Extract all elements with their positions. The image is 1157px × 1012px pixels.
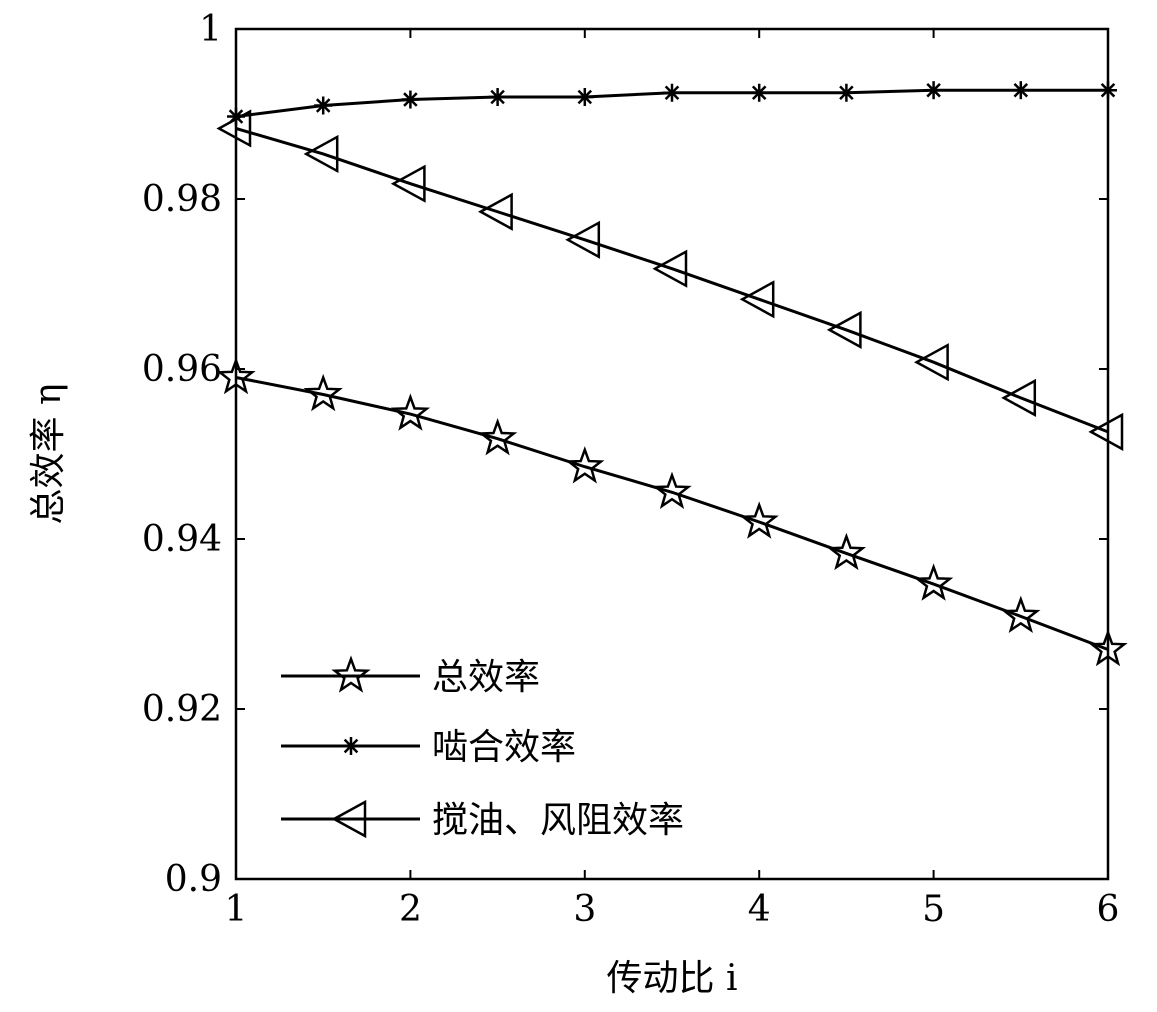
x-tick-label: 2 xyxy=(399,889,422,930)
y-tick-label: 0.94 xyxy=(142,519,222,560)
ticks-group: 1 2 3 4 5 6 0.9 0.92 0.94 0.96 0.98 1 xyxy=(142,9,1120,930)
legend-marker-asterisk xyxy=(342,737,360,755)
data-point-star xyxy=(652,471,692,509)
series-lines-group xyxy=(235,88,1109,651)
legend-marker-triangle-left xyxy=(331,799,367,839)
data-point-triangle-left xyxy=(478,192,513,231)
data-point-asterisk xyxy=(401,90,420,109)
data-point-asterisk xyxy=(488,88,507,106)
asterisk-stroke xyxy=(577,89,593,105)
y-tick-label: 0.92 xyxy=(142,689,222,730)
data-point-triangle-left xyxy=(1088,412,1124,452)
series-line-triangle-left xyxy=(235,127,1109,434)
data-point-asterisk xyxy=(575,88,594,106)
data-point-triangle-left xyxy=(216,109,252,148)
asterisk-stroke xyxy=(403,92,418,107)
legend-label: 啮合效率 xyxy=(432,727,576,768)
plot-frame xyxy=(234,27,1110,881)
x-tick-label: 5 xyxy=(922,889,945,930)
data-point-triangle-left xyxy=(914,343,949,382)
x-tick-label: 3 xyxy=(573,889,596,930)
data-point-triangle-left xyxy=(1001,378,1037,418)
data-point-asterisk xyxy=(924,81,943,100)
asterisk-stroke xyxy=(751,85,767,100)
asterisk-stroke xyxy=(926,82,941,98)
data-point-star xyxy=(303,373,343,412)
x-tick-label: 1 xyxy=(225,889,248,930)
data-point-triangle-left xyxy=(565,220,601,259)
asterisk-stroke xyxy=(1013,82,1029,98)
legend-label: 总效率 xyxy=(432,657,540,698)
asterisk-stroke xyxy=(1100,82,1116,98)
data-point-star xyxy=(477,418,518,456)
data-point-triangle-left xyxy=(652,249,688,288)
y-tick-label: 0.9 xyxy=(165,859,222,900)
data-point-star xyxy=(216,356,256,395)
data-point-star xyxy=(913,563,954,601)
y-tick-label: 1 xyxy=(199,9,222,50)
data-point-asterisk xyxy=(837,83,856,102)
asterisk-stroke xyxy=(490,89,505,105)
data-point-star xyxy=(739,501,779,539)
data-point-triangle-left xyxy=(826,310,862,350)
data-point-star xyxy=(565,446,605,484)
data-point-triangle-left xyxy=(739,280,775,319)
asterisk-stroke xyxy=(664,85,680,100)
asterisk-stroke xyxy=(839,85,854,100)
x-tick-label: 4 xyxy=(748,889,771,930)
y-tick-label: 0.96 xyxy=(142,349,222,390)
asterisk-stroke xyxy=(343,738,359,754)
legend-label: 搅油、风阻效率 xyxy=(432,800,684,841)
series-line-star xyxy=(235,376,1109,651)
data-point-asterisk xyxy=(1011,81,1030,100)
x-axis-label: 传动比 i xyxy=(607,958,738,999)
data-point-star xyxy=(1088,628,1128,667)
legend-marker-star xyxy=(331,655,371,693)
data-point-star xyxy=(826,532,867,571)
data-point-asterisk xyxy=(663,83,681,102)
data-point-star xyxy=(1001,595,1041,634)
x-tick-label: 6 xyxy=(1097,889,1120,930)
series-markers-group xyxy=(216,81,1128,667)
data-point-triangle-left xyxy=(390,164,426,203)
data-point-asterisk xyxy=(1099,81,1117,100)
data-point-asterisk xyxy=(750,83,769,102)
data-point-asterisk xyxy=(314,96,333,115)
y-tick-label: 0.98 xyxy=(142,179,222,220)
asterisk-stroke xyxy=(315,98,331,113)
data-point-star xyxy=(390,393,431,431)
y-axis-label: 总效率 η xyxy=(28,383,69,524)
data-point-triangle-left xyxy=(303,134,339,174)
